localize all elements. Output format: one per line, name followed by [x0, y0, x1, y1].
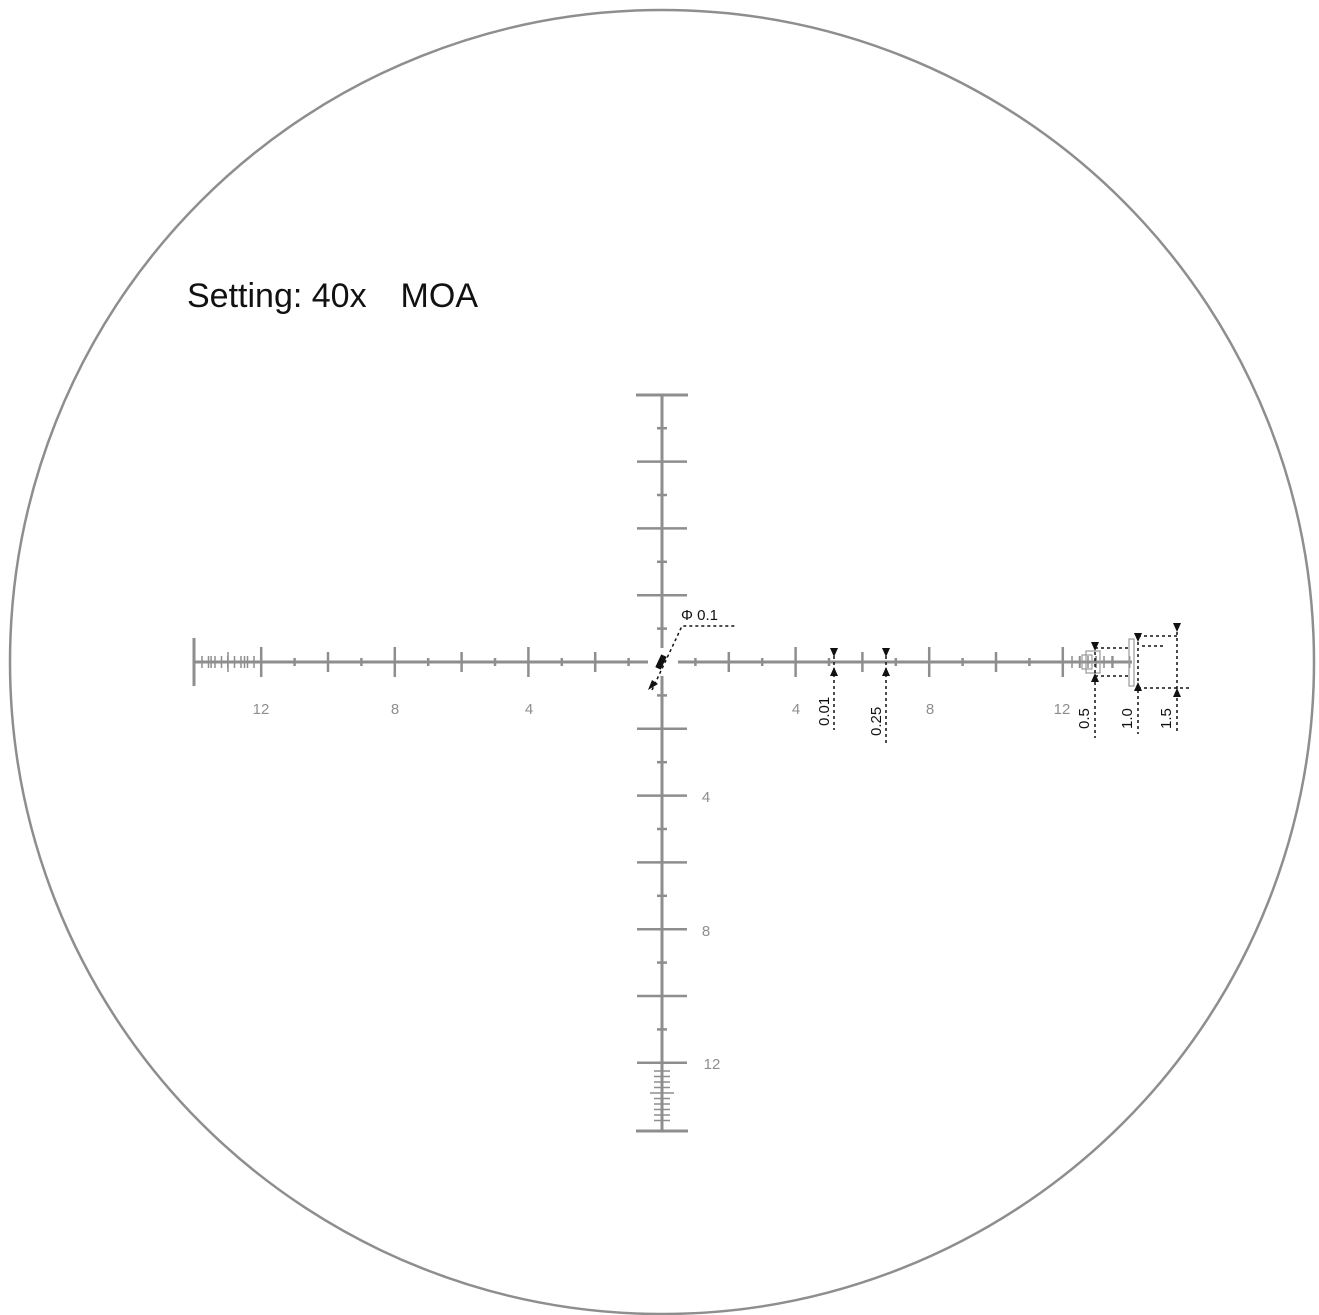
dimension-annotations — [651, 625, 1192, 745]
box-medium-label: 1.0 — [1119, 708, 1136, 729]
h-left-label-12: 12 — [253, 701, 270, 718]
h-left-label-4: 4 — [525, 701, 533, 718]
tick-width-label: 0.25 — [868, 707, 885, 736]
h-right-label-12: 12 — [1054, 701, 1071, 718]
box-small-label: 0.5 — [1076, 708, 1093, 729]
ranging-boxes — [1081, 638, 1135, 687]
line-width-label: 0.01 — [816, 697, 833, 726]
scale-labels: 12 8 4 4 8 12 4 8 12 — [253, 701, 1071, 1073]
v-lower-label-4: 4 — [702, 789, 710, 806]
h-left-label-8: 8 — [391, 701, 399, 718]
h-right-label-4: 4 — [792, 701, 800, 718]
center-dot-label: Φ 0.1 — [681, 607, 718, 624]
h-right-label-8: 8 — [926, 701, 934, 718]
box-large-label: 1.5 — [1158, 708, 1175, 729]
setting-title: Setting: 40x MOA — [187, 277, 479, 315]
v-lower-label-12: 12 — [704, 1056, 721, 1073]
annotation-arrows — [648, 623, 1181, 697]
field-of-view-circle — [8, 8, 1316, 1315]
reticle-ticks — [192, 393, 1131, 1133]
annotation-labels: Φ 0.1 0.01 0.25 0.5 1.0 1.5 — [681, 607, 1175, 736]
v-lower-label-8: 8 — [702, 923, 710, 940]
